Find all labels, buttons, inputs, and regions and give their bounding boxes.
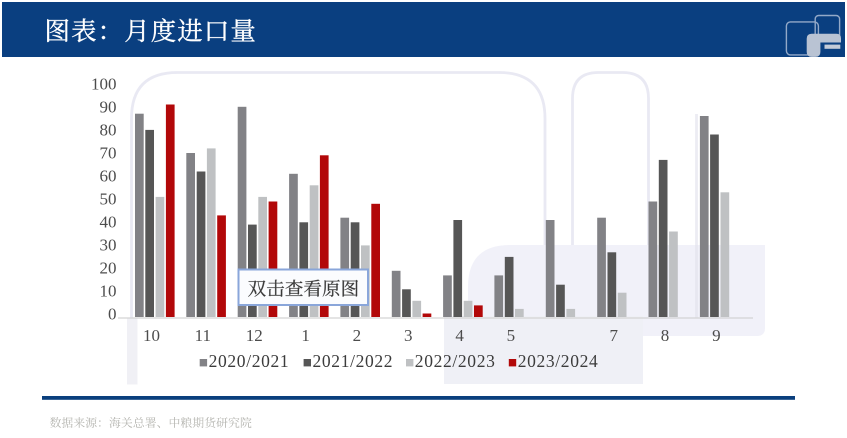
svg-text:7: 7 [609, 326, 618, 345]
svg-text:40: 40 [100, 213, 117, 232]
svg-text:70: 70 [100, 144, 117, 163]
svg-text:2: 2 [353, 326, 362, 345]
svg-text:10: 10 [143, 326, 160, 345]
svg-text:4: 4 [455, 326, 464, 345]
svg-text:9: 9 [712, 326, 721, 345]
svg-text:10: 10 [100, 282, 117, 301]
svg-text:11: 11 [195, 326, 211, 345]
svg-text:50: 50 [100, 190, 117, 209]
svg-text:5: 5 [507, 326, 516, 345]
svg-text:60: 60 [100, 167, 117, 186]
svg-text:80: 80 [100, 121, 117, 140]
svg-text:1: 1 [301, 326, 310, 345]
svg-text:8: 8 [661, 326, 670, 345]
svg-text:30: 30 [100, 236, 117, 255]
svg-text:100: 100 [91, 75, 117, 94]
svg-text:2020/2021: 2020/2021 [209, 351, 290, 371]
svg-text:20: 20 [100, 259, 117, 278]
svg-text:2022/2023: 2022/2023 [415, 351, 496, 371]
svg-text:12: 12 [246, 326, 263, 345]
svg-text:2021/2022: 2021/2022 [313, 351, 394, 371]
svg-text:3: 3 [404, 326, 413, 345]
svg-text:90: 90 [100, 98, 117, 117]
svg-text:0: 0 [108, 305, 117, 324]
svg-text:2023/2024: 2023/2024 [518, 351, 599, 371]
